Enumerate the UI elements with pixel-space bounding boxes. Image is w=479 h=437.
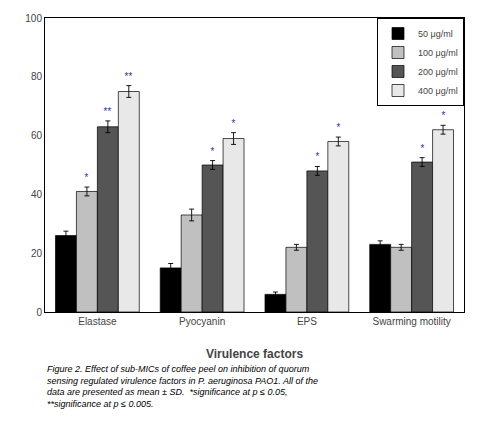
- svg-text:Elastase: Elastase: [78, 316, 117, 327]
- svg-text:100 μg/ml: 100 μg/ml: [418, 48, 458, 58]
- svg-text:*: *: [336, 122, 341, 133]
- svg-text:Pyocyanin: Pyocyanin: [179, 316, 225, 327]
- svg-text:400 μg/ml: 400 μg/ml: [418, 86, 458, 96]
- svg-text:200 μg/ml: 200 μg/ml: [418, 67, 458, 77]
- svg-text:60: 60: [31, 130, 43, 141]
- svg-text:*: *: [441, 110, 446, 121]
- svg-text:*: *: [231, 118, 236, 129]
- svg-text:*: *: [420, 143, 425, 154]
- svg-text:Swarming motility: Swarming motility: [372, 316, 450, 327]
- svg-text:*: *: [84, 172, 89, 183]
- svg-text:*: *: [210, 146, 215, 157]
- svg-text:50 μg/ml: 50 μg/ml: [418, 29, 453, 39]
- svg-text:40: 40: [31, 189, 43, 200]
- svg-text:*: *: [315, 151, 320, 162]
- svg-text:80: 80: [31, 71, 43, 82]
- svg-text:0: 0: [36, 307, 42, 318]
- svg-text:100: 100: [25, 13, 42, 24]
- svg-text:Virulence factors: Virulence factors: [206, 347, 303, 361]
- svg-text:**: **: [103, 106, 112, 117]
- svg-text:EPS: EPS: [297, 316, 317, 327]
- svg-text:Figure 2. Effect of sub-MICs o: Figure 2. Effect of sub-MICs of coffee p…: [47, 364, 318, 409]
- svg-text:20: 20: [31, 248, 43, 259]
- svg-text:**: **: [124, 71, 133, 82]
